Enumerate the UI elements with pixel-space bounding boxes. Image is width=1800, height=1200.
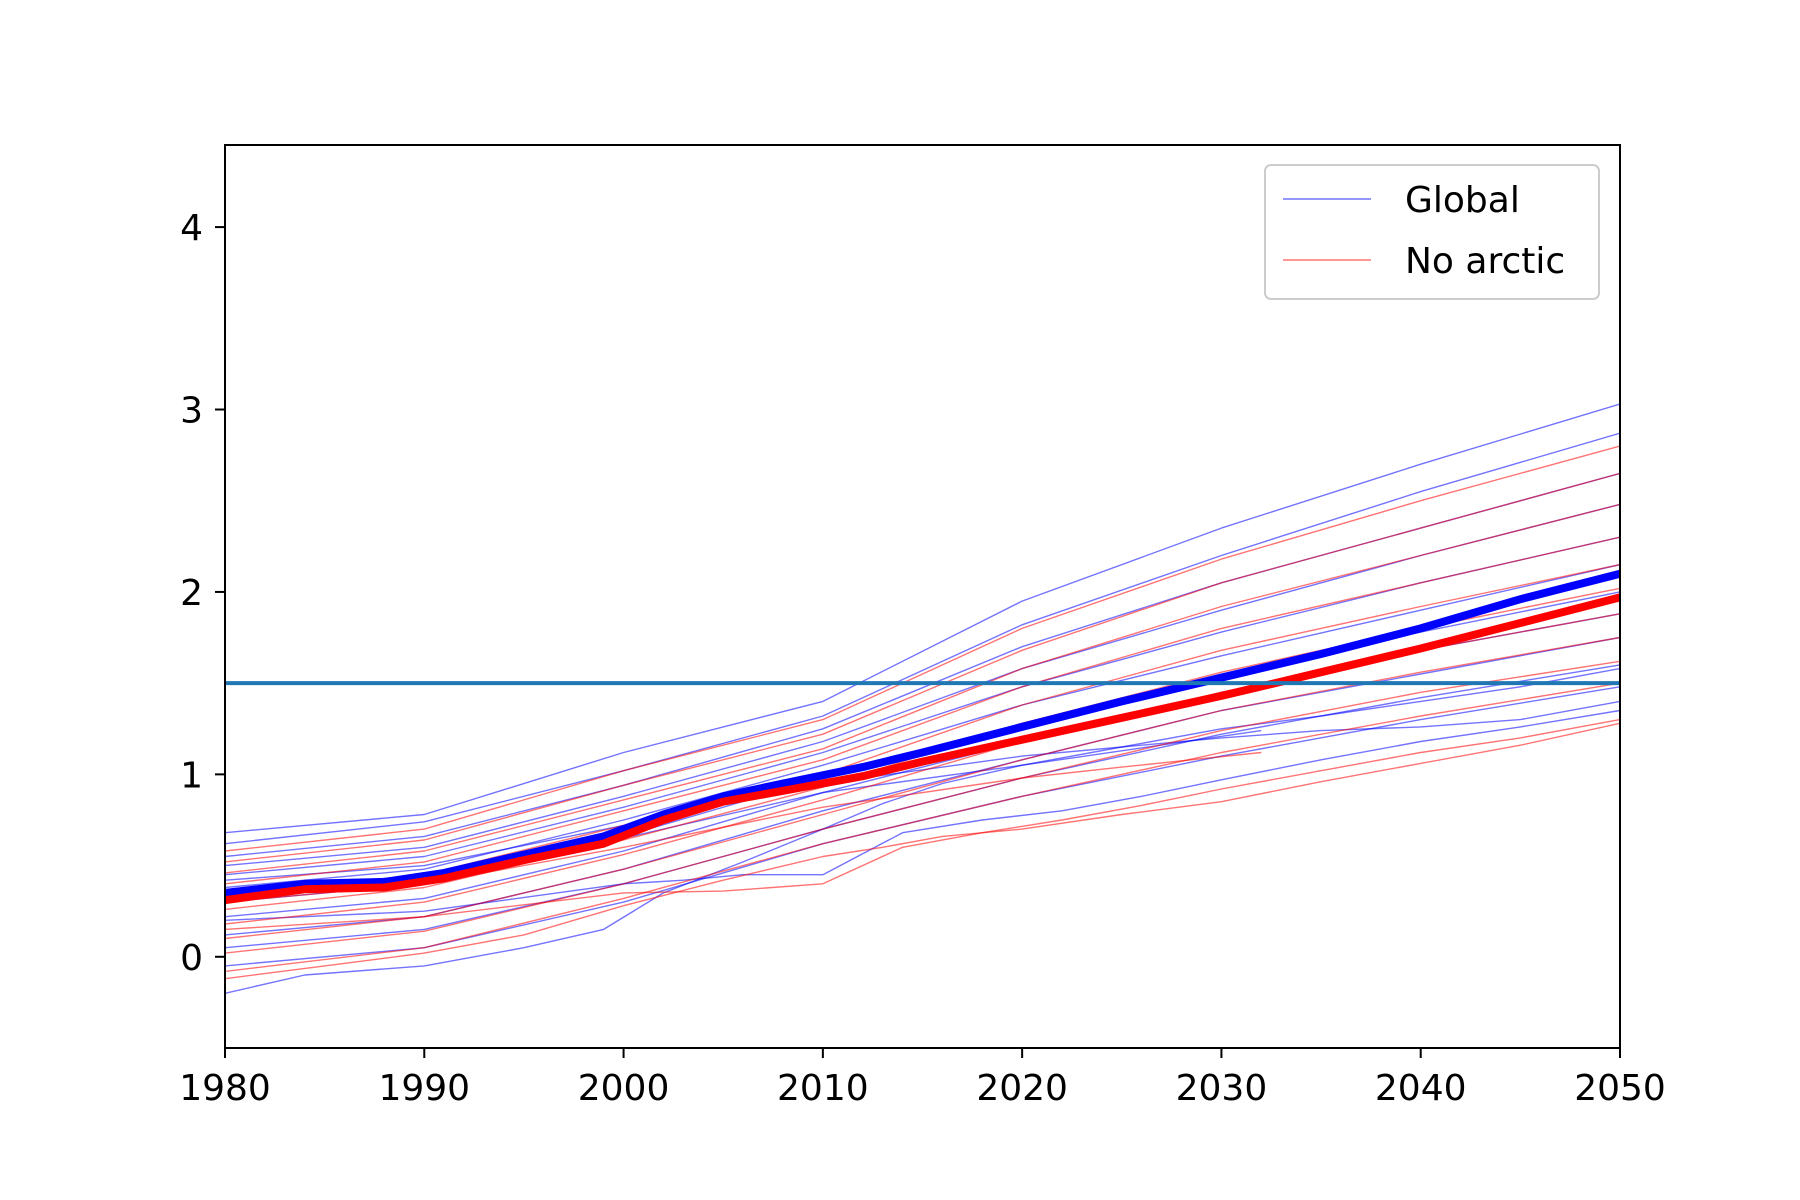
x-tick-label-2040: 2040 (1375, 1068, 1467, 1109)
series-line-no-arctic-member-10 (225, 682, 1620, 973)
y-tick-label-0: 0 (180, 938, 203, 979)
x-tick-label-1990: 1990 (378, 1068, 470, 1109)
legend: Global No arctic (1264, 164, 1600, 300)
series-line-no-arctic-member-4 (225, 536, 1620, 885)
series-line-global-member-2 (225, 432, 1620, 845)
series-line-no-arctic-member-1 (225, 445, 1620, 852)
x-tick-label-2050: 2050 (1574, 1068, 1666, 1109)
series-line-no-arctic-member-11 (225, 722, 1620, 980)
x-tick-label-2030: 2030 (1176, 1068, 1268, 1109)
series-line-no-arctic-member-12 (225, 718, 1620, 931)
y-tick-label-3: 3 (180, 391, 203, 432)
x-tick-label-2000: 2000 (578, 1068, 670, 1109)
series-line-global-member-13 (225, 709, 1620, 921)
series-line-global-member-12 (225, 667, 1620, 994)
plot-frame (224, 144, 1621, 1049)
x-axis: 1980 1990 2000 2010 2020 2030 2040 2050 (179, 1048, 1666, 1109)
series-line-global-member-1 (225, 403, 1620, 834)
series-line-global-mean (225, 569, 1620, 897)
x-tick-label-2020: 2020 (976, 1068, 1068, 1109)
series-line-global-member-6 (225, 563, 1620, 889)
x-tick-label-2010: 2010 (777, 1068, 869, 1109)
y-tick-label-1: 1 (180, 755, 203, 796)
x-tick-label-1980: 1980 (179, 1068, 271, 1109)
series-line-no-arctic-member-8 (225, 636, 1620, 940)
series-line-no-arctic-member-3 (225, 503, 1620, 874)
legend-label-no-arctic: No arctic (1405, 241, 1565, 282)
series-line-global-member-14 (225, 700, 1620, 881)
y-axis: 0 1 2 3 4 (180, 208, 225, 979)
series-line-no-arctic-member-2 (225, 472, 1620, 863)
ensemble-mean-lines (225, 569, 1620, 905)
y-tick-label-2: 2 (180, 573, 203, 614)
series-line-no-arctic-mean (225, 593, 1620, 905)
y-tick-label-4: 4 (180, 208, 203, 249)
series-line-no-arctic-member-9 (225, 660, 1620, 954)
legend-label-global: Global (1405, 180, 1520, 221)
